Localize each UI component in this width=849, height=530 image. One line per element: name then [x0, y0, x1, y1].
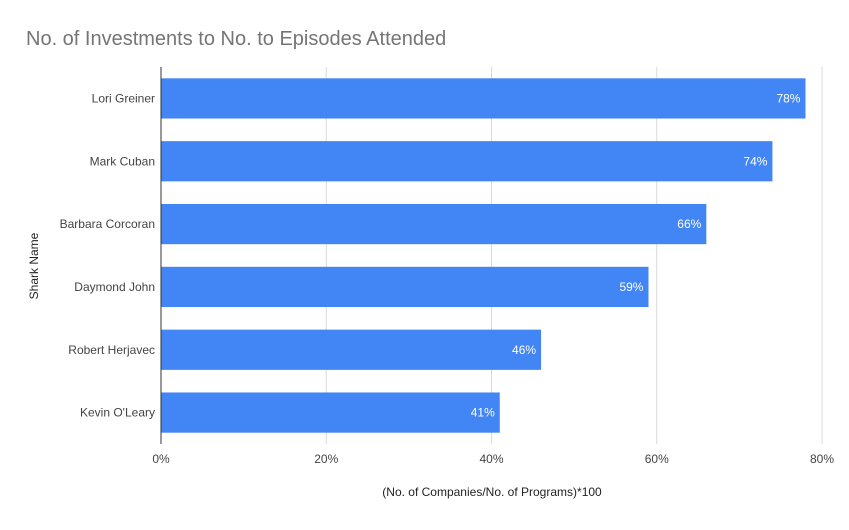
bar — [161, 266, 649, 308]
x-tick-label: 20% — [314, 452, 338, 466]
x-axis-label: (No. of Companies/No. of Programs)*100 — [382, 485, 602, 499]
category-label: Lori Greiner — [92, 91, 155, 105]
bar — [161, 203, 707, 245]
bar — [161, 78, 806, 119]
y-axis-label: Shark Name — [27, 232, 41, 299]
bar — [161, 329, 542, 370]
chart-title: No. of Investments to No. to Episodes At… — [26, 28, 446, 50]
category-labels: Lori Greiner Mark Cuban Barbara Corcoran Da… — [60, 91, 155, 419]
data-label: 41% — [471, 406, 495, 420]
category-label: Mark Cuban — [90, 154, 155, 168]
bars — [161, 78, 806, 433]
data-label: 46% — [512, 343, 536, 357]
category-label: Robert Herjavec — [68, 343, 155, 357]
category-label: Barbara Corcoran — [60, 217, 155, 231]
data-label: 78% — [776, 91, 800, 105]
category-label: Daymond John — [74, 280, 155, 294]
gridlines — [325, 67, 823, 444]
x-tick-label: 0% — [152, 452, 170, 466]
x-tick-label: 80% — [810, 452, 834, 466]
x-tick-labels: 0% 20% 40% 60% 80% — [152, 452, 834, 466]
data-label: 66% — [677, 217, 701, 231]
data-label: 74% — [743, 154, 767, 168]
data-labels: 78% 74% 66% 59% 46% 41% — [471, 91, 801, 419]
category-label: Kevin O'Leary — [80, 406, 155, 420]
bar — [161, 392, 500, 433]
bar — [161, 141, 773, 182]
x-tick-label: 40% — [479, 452, 503, 466]
x-tick-label: 60% — [645, 452, 669, 466]
data-label: 59% — [619, 280, 643, 294]
